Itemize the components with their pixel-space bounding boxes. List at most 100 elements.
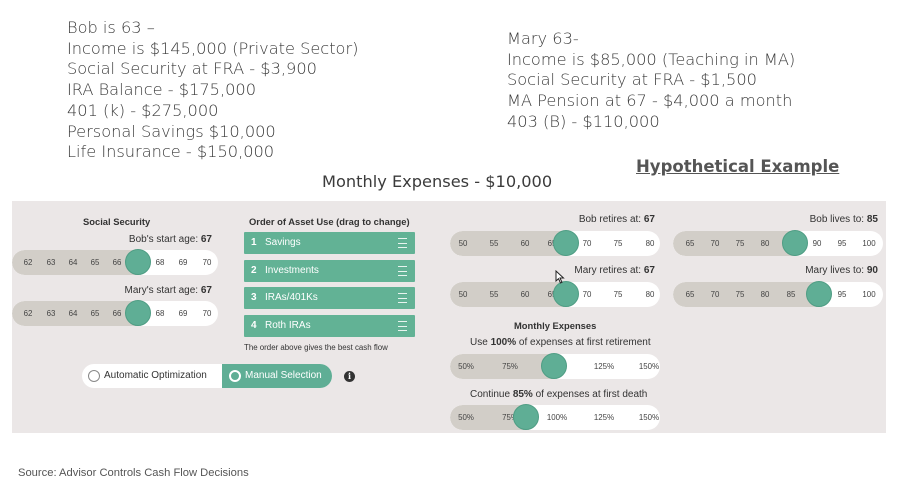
mary-start-age-slider[interactable]: 62 63 64 65 66 68 69 70 [12, 301, 218, 326]
bob-start-age-slider[interactable]: 62 63 64 65 66 68 69 70 [12, 250, 218, 275]
mary-retires-label: Mary retires at: 67 [574, 265, 655, 276]
slider-tick: 150% [638, 362, 660, 371]
mary-lives-handle[interactable] [806, 281, 832, 307]
slider-tick: 95 [837, 290, 847, 299]
slider-tick: 125% [593, 362, 615, 371]
mary-bio-line: Social Security at FRA - $1,500 [507, 70, 757, 90]
slider-tick: 70 [710, 239, 720, 248]
bob-retires-label: Bob retires at: 67 [578, 214, 655, 225]
slider-tick: 65 [547, 239, 557, 248]
first-death-expense-handle[interactable] [513, 404, 539, 430]
slider-fill [450, 282, 566, 307]
drag-handle-icon[interactable] [398, 266, 407, 276]
bob-lives-value: 85 [866, 214, 878, 225]
slider-ticks: 65 70 75 80 85 95 100 [673, 282, 883, 307]
slider-tick: 100 [862, 239, 876, 248]
manual-selection-label: Manual Selection [245, 370, 322, 381]
slider-tick: 75% [502, 362, 518, 371]
mary-bio: Mary 63- Income is $85,000 (Teaching in … [507, 29, 795, 133]
radio-checked-icon [229, 370, 241, 382]
mary-retires-value: 67 [643, 265, 655, 276]
bob-bio-line: 401 (k) - $275,000 [67, 100, 219, 120]
mary-lives-value: 90 [866, 265, 878, 276]
manual-selection-option[interactable]: Manual Selection [222, 364, 332, 388]
first-death-expense-value: 85% [512, 389, 533, 400]
mary-retires-handle[interactable] [553, 281, 579, 307]
asset-item-number: 1 [251, 237, 257, 248]
asset-item-savings[interactable]: 1 Savings [244, 232, 415, 254]
slider-tick: 62 [23, 258, 33, 267]
drag-handle-icon[interactable] [398, 321, 407, 331]
slider-tick: 65 [90, 309, 100, 318]
asset-order-note: The order above gives the best cash flow [244, 343, 388, 352]
drag-handle-icon[interactable] [398, 293, 407, 303]
info-icon[interactable]: i [344, 371, 355, 382]
asset-item-investments[interactable]: 2 Investments [244, 260, 415, 282]
first-retirement-expense-value: 100% [490, 337, 517, 348]
hypothetical-example-heading: Hypothetical Example [636, 157, 840, 176]
first-retirement-expense-handle[interactable] [541, 353, 567, 379]
bob-retires-value: 67 [643, 214, 655, 225]
asset-item-iras-401ks[interactable]: 3 IRAs/401Ks [244, 287, 415, 309]
slider-tick: 100 [862, 290, 876, 299]
bob-lives-handle[interactable] [782, 230, 808, 256]
asset-item-label: Roth IRAs [265, 320, 311, 331]
slider-ticks: 50 55 60 65 70 75 80 [450, 282, 660, 307]
monthly-expenses-title: Monthly Expenses [514, 320, 597, 331]
bob-retires-handle[interactable] [553, 230, 579, 256]
slider-fill [12, 301, 138, 326]
slider-fill [450, 231, 566, 256]
automatic-optimization-option[interactable]: Automatic Optimization [82, 364, 222, 388]
bob-start-age-handle[interactable] [125, 249, 151, 275]
slider-tick: 50% [458, 413, 474, 422]
slider-ticks: 62 63 64 65 66 68 69 70 [12, 301, 218, 326]
mary-lives-slider[interactable]: 65 70 75 80 85 95 100 [673, 282, 883, 307]
mary-bio-line: Income is $85,000 (Teaching in MA) [507, 49, 796, 69]
slider-tick: 75 [613, 239, 623, 248]
slider-tick: 55 [489, 290, 499, 299]
mary-start-age-handle[interactable] [125, 300, 151, 326]
bob-bio-line: Income is $145,000 (Private Sector) [67, 38, 359, 58]
slider-ticks: 50 55 60 65 70 75 80 [450, 231, 660, 256]
slider-ticks: 50% 75% 100% 125% 150% [450, 405, 660, 430]
first-death-expense-slider[interactable]: 50% 75% 100% 125% 150% [450, 405, 660, 430]
slider-tick: 69 [178, 258, 188, 267]
slider-tick: 75 [735, 239, 745, 248]
slider-tick: 80 [645, 239, 655, 248]
slider-tick: 60 [520, 290, 530, 299]
mary-retires-slider[interactable]: 50 55 60 65 70 75 80 [450, 282, 660, 307]
slider-tick: 50 [458, 239, 468, 248]
bob-bio-line: IRA Balance - $175,000 [67, 80, 257, 100]
slider-tick: 80 [760, 290, 770, 299]
slider-tick: 80 [645, 290, 655, 299]
asset-item-label: IRAs/401Ks [265, 292, 318, 303]
slider-tick: 85 [786, 290, 796, 299]
bob-bio-line: Social Security at FRA - $3,900 [67, 59, 317, 79]
slider-tick: 60 [520, 239, 530, 248]
slider-tick: 95 [837, 239, 847, 248]
slider-fill [673, 231, 795, 256]
asset-order-title: Order of Asset Use (drag to change) [249, 216, 410, 227]
bob-bio-line: Bob is 63 – [67, 18, 155, 37]
monthly-expenses-headline: Monthly Expenses - $10,000 [322, 172, 553, 191]
slider-fill [450, 354, 554, 379]
drag-handle-icon[interactable] [398, 238, 407, 248]
slider-tick: 68 [155, 309, 165, 318]
slider-tick: 63 [46, 258, 56, 267]
social-security-title: Social Security [83, 216, 151, 227]
bob-lives-slider[interactable]: 65 70 75 80 90 95 100 [673, 231, 883, 256]
slider-tick: 75% [502, 413, 518, 422]
slider-tick: 75 [735, 290, 745, 299]
slider-tick: 100% [546, 413, 568, 422]
mary-bio-line: MA Pension at 67 - $4,000 a month [507, 91, 793, 111]
slider-tick: 70 [202, 309, 212, 318]
slider-tick: 66 [112, 258, 122, 267]
slider-tick: 65 [685, 239, 695, 248]
asset-item-roth-iras[interactable]: 4 Roth IRAs [244, 315, 415, 337]
mary-lives-label: Mary lives to: 90 [805, 265, 878, 276]
slider-tick: 68 [155, 258, 165, 267]
slider-tick: 55 [489, 239, 499, 248]
mary-bio-line: Mary 63- [507, 29, 579, 48]
slider-tick: 66 [112, 309, 122, 318]
slider-tick: 70 [710, 290, 720, 299]
